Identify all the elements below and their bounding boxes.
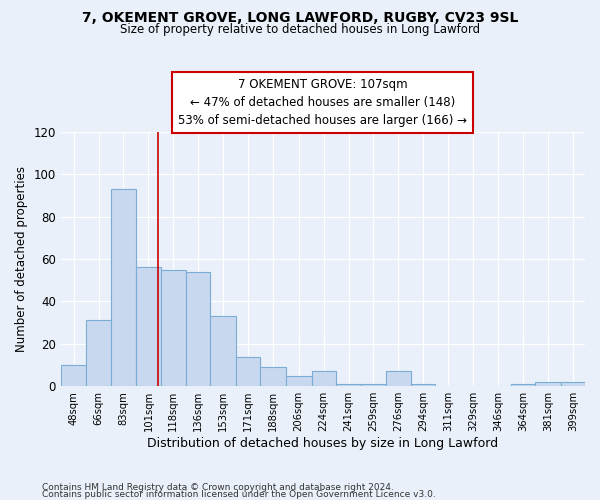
Bar [286, 376, 311, 386]
Text: Size of property relative to detached houses in Long Lawford: Size of property relative to detached ho… [120, 22, 480, 36]
Text: Contains HM Land Registry data © Crown copyright and database right 2024.: Contains HM Land Registry data © Crown c… [42, 484, 394, 492]
Bar [86, 320, 110, 386]
Bar [411, 384, 436, 386]
Bar [561, 382, 585, 386]
Bar [110, 189, 136, 386]
Bar [336, 384, 361, 386]
Bar [361, 384, 386, 386]
Bar [136, 268, 161, 386]
Y-axis label: Number of detached properties: Number of detached properties [15, 166, 28, 352]
Bar [260, 367, 286, 386]
Bar [236, 356, 260, 386]
Text: 7, OKEMENT GROVE, LONG LAWFORD, RUGBY, CV23 9SL: 7, OKEMENT GROVE, LONG LAWFORD, RUGBY, C… [82, 11, 518, 25]
Bar [161, 270, 186, 386]
Bar [535, 382, 561, 386]
X-axis label: Distribution of detached houses by size in Long Lawford: Distribution of detached houses by size … [148, 437, 499, 450]
Bar [211, 316, 236, 386]
Text: 7 OKEMENT GROVE: 107sqm
← 47% of detached houses are smaller (148)
53% of semi-d: 7 OKEMENT GROVE: 107sqm ← 47% of detache… [178, 78, 467, 126]
Text: Contains public sector information licensed under the Open Government Licence v3: Contains public sector information licen… [42, 490, 436, 499]
Bar [311, 372, 336, 386]
Bar [61, 365, 86, 386]
Bar [386, 372, 411, 386]
Bar [186, 272, 211, 386]
Bar [511, 384, 535, 386]
